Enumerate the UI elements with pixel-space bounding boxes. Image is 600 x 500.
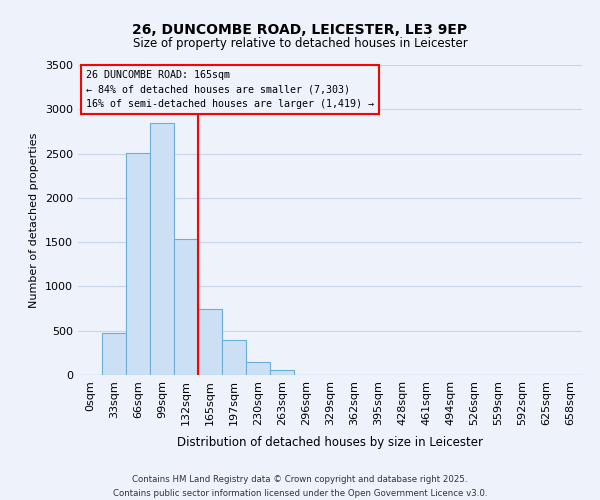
Bar xyxy=(150,124,174,375)
Bar xyxy=(270,370,294,375)
Bar xyxy=(174,238,198,375)
Text: 26, DUNCOMBE ROAD, LEICESTER, LE3 9EP: 26, DUNCOMBE ROAD, LEICESTER, LE3 9EP xyxy=(133,22,467,36)
Text: 26 DUNCOMBE ROAD: 165sqm
← 84% of detached houses are smaller (7,303)
16% of sem: 26 DUNCOMBE ROAD: 165sqm ← 84% of detach… xyxy=(86,70,374,110)
Bar xyxy=(222,340,246,375)
Bar xyxy=(102,334,126,375)
Bar xyxy=(246,362,270,375)
Y-axis label: Number of detached properties: Number of detached properties xyxy=(29,132,40,308)
X-axis label: Distribution of detached houses by size in Leicester: Distribution of detached houses by size … xyxy=(177,436,483,449)
Bar xyxy=(198,310,222,375)
Bar xyxy=(126,152,150,375)
Text: Contains HM Land Registry data © Crown copyright and database right 2025.
Contai: Contains HM Land Registry data © Crown c… xyxy=(113,476,487,498)
Text: Size of property relative to detached houses in Leicester: Size of property relative to detached ho… xyxy=(133,38,467,51)
